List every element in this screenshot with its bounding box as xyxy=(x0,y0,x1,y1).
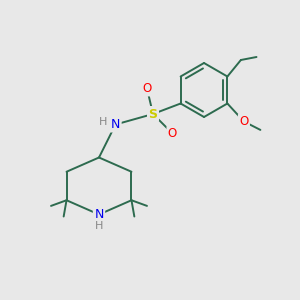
Text: O: O xyxy=(239,115,248,128)
Text: S: S xyxy=(148,107,158,121)
Text: H: H xyxy=(95,221,103,231)
Text: N: N xyxy=(111,118,120,131)
Text: O: O xyxy=(142,82,152,95)
Text: H: H xyxy=(99,117,107,127)
Text: N: N xyxy=(94,208,104,221)
Text: O: O xyxy=(168,127,177,140)
